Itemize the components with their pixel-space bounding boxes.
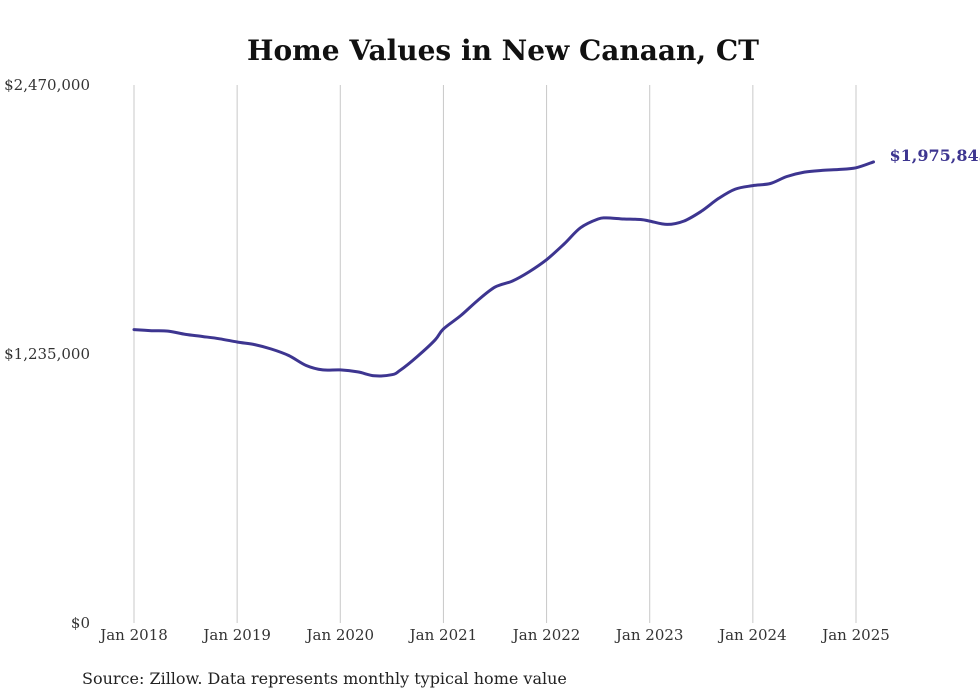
end-value-label: $1,975,843: [890, 146, 980, 165]
y-tick-label: $1,235,000: [4, 345, 90, 363]
x-tick-label: Jan 2018: [98, 626, 168, 644]
x-tick-label: Jan 2019: [201, 626, 271, 644]
chart-title: Home Values in New Canaan, CT: [247, 34, 759, 67]
grid-lines: [133, 85, 857, 623]
series-line-0: [132, 160, 875, 378]
y-tick-label: $0: [71, 614, 90, 632]
x-tick-label: Jan 2020: [305, 626, 375, 644]
y-tick-label: $2,470,000: [4, 76, 90, 94]
x-tick-label: Jan 2025: [820, 626, 890, 644]
x-tick-label: Jan 2023: [614, 626, 684, 644]
y-axis-ticks: $2,470,000 $1,235,000 $0: [4, 76, 90, 632]
x-tick-label: Jan 2021: [408, 626, 478, 644]
x-tick-label: Jan 2022: [511, 626, 581, 644]
series-group: [132, 160, 875, 378]
source-note: Source: Zillow. Data represents monthly …: [82, 669, 567, 688]
x-axis-ticks: Jan 2018 Jan 2019 Jan 2020 Jan 2021 Jan 2022…: [98, 626, 890, 644]
x-tick-label: Jan 2024: [717, 626, 787, 644]
